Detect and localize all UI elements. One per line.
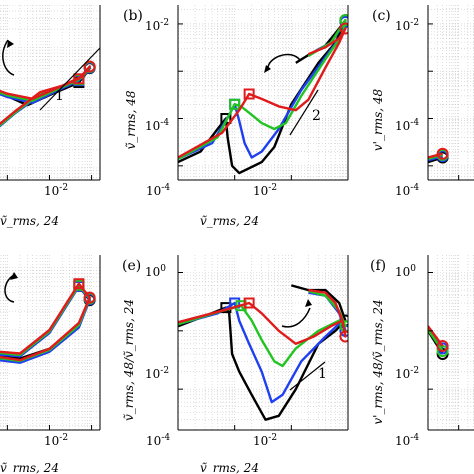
- f-ylabel: v'_rms, 48/ṽ_rms, 24: [371, 299, 385, 424]
- a-slope-label: 1: [55, 88, 64, 104]
- panel-1-series: [178, 14, 348, 175]
- e-xtick-1e-2: 10-2: [253, 433, 277, 448]
- series-line-blue: [178, 20, 347, 160]
- grid-3: [0, 255, 100, 430]
- b-slope-line: [289, 89, 319, 136]
- panel-2-series: [428, 147, 449, 164]
- a-arrowhead: [7, 40, 14, 48]
- series-marker-circle-red: [83, 291, 96, 304]
- b-arrowhead: [264, 65, 271, 73]
- series-line-red: [0, 65, 91, 126]
- b-ytick-1e-2: 10-2: [145, 18, 169, 33]
- c-ylabel: v'_rms, 48: [371, 89, 385, 152]
- series-marker-circle-red: [83, 60, 96, 73]
- b-xtick-1e-4: 10-4: [146, 183, 170, 198]
- frame-layer: [0, 5, 474, 431]
- grid-1: [178, 5, 348, 180]
- e-arrowhead: [305, 299, 312, 307]
- d-xlabel: ṽ_rms, 24: [0, 461, 59, 474]
- e-loop-arrow: [281, 307, 311, 328]
- e-ytick-1e0: 100: [145, 264, 166, 279]
- series-marker-circle-green: [436, 345, 449, 358]
- panel-e-label: (e): [122, 258, 141, 274]
- series-marker-circle-red: [436, 339, 449, 352]
- a-xtick-1e-2: 10-2: [44, 183, 68, 198]
- b-slope-label: 2: [312, 108, 321, 124]
- c-xtick-1e-4: 10-4: [395, 183, 419, 198]
- series-layer: [0, 14, 449, 421]
- grid-layer: [0, 5, 474, 430]
- series-marker-square-red: [73, 73, 85, 85]
- e-xlabel: ṽ_rms, 24: [200, 461, 259, 474]
- series-line-red: [428, 152, 443, 159]
- panel-3-frame: [0, 255, 101, 431]
- panel-5-frame: [427, 255, 474, 431]
- series-line-blue: [428, 155, 443, 162]
- series-line-black: [178, 19, 347, 175]
- e-slope-label: 1: [318, 366, 327, 382]
- series-line-black: [0, 285, 91, 360]
- b-ylabel: ṽ_rms, 48: [124, 90, 138, 149]
- series-marker-square-green: [229, 98, 241, 110]
- panel-b-label: (b): [123, 8, 143, 24]
- grid-4: [178, 255, 348, 430]
- e-ylabel: ṽ_rms, 48/ṽ_rms, 24: [122, 299, 136, 421]
- e-ytick-1e-2: 10-2: [145, 366, 169, 381]
- d-loop-arrow: [4, 274, 15, 303]
- c-ytick-1e-2: 10-2: [395, 18, 419, 33]
- panel-5-series: [428, 325, 449, 361]
- f-ytick-1e-2: 10-2: [395, 366, 419, 381]
- series-line-green: [428, 328, 444, 352]
- series-marker-circle-green: [339, 14, 348, 27]
- d-xtick-1e-2: 10-2: [44, 433, 68, 448]
- a-xlabel: ṽ_rms, 24: [0, 214, 59, 228]
- c-ytick-1e-4: 10-4: [395, 118, 419, 133]
- b-xtick-1e-2: 10-2: [253, 183, 277, 198]
- panel-2-frame: [427, 5, 474, 181]
- panel-0-series: [0, 60, 96, 128]
- a-slope-line: [39, 47, 101, 111]
- series-line-red: [178, 27, 347, 159]
- f-xtick-1e-4: 10-4: [395, 433, 419, 448]
- series-marker-circle-red: [339, 22, 348, 35]
- e-xtick-1e-4: 10-4: [146, 433, 170, 448]
- panel-1-frame: [177, 5, 349, 181]
- series-marker-square-red: [243, 297, 255, 309]
- series-line-red: [0, 282, 91, 362]
- d-arrowhead: [10, 272, 18, 280]
- series-marker-square-red: [243, 88, 255, 100]
- a-loop-arrow: [2, 39, 15, 76]
- panel-4-series: [178, 284, 348, 421]
- b-loop-arrow: [267, 53, 301, 69]
- panel-0-frame: [0, 5, 101, 181]
- panel-c-label: (c): [372, 8, 391, 24]
- b-xlabel: ṽ_rms, 24: [200, 214, 259, 228]
- series-line-red: [178, 288, 347, 345]
- series-line-red: [428, 325, 444, 347]
- series-marker-square-red: [73, 278, 85, 290]
- panel-3-series: [0, 278, 96, 364]
- b-ytick-1e-4: 10-4: [145, 118, 169, 133]
- panel-4-frame: [177, 255, 349, 431]
- grid-2: [428, 5, 474, 180]
- e-slope-line: [289, 361, 326, 391]
- panel-f-label: (f): [370, 258, 386, 274]
- f-ytick-1e0: 100: [395, 264, 416, 279]
- series-marker-circle-red: [436, 147, 449, 160]
- series-marker-circle-red: [339, 330, 348, 343]
